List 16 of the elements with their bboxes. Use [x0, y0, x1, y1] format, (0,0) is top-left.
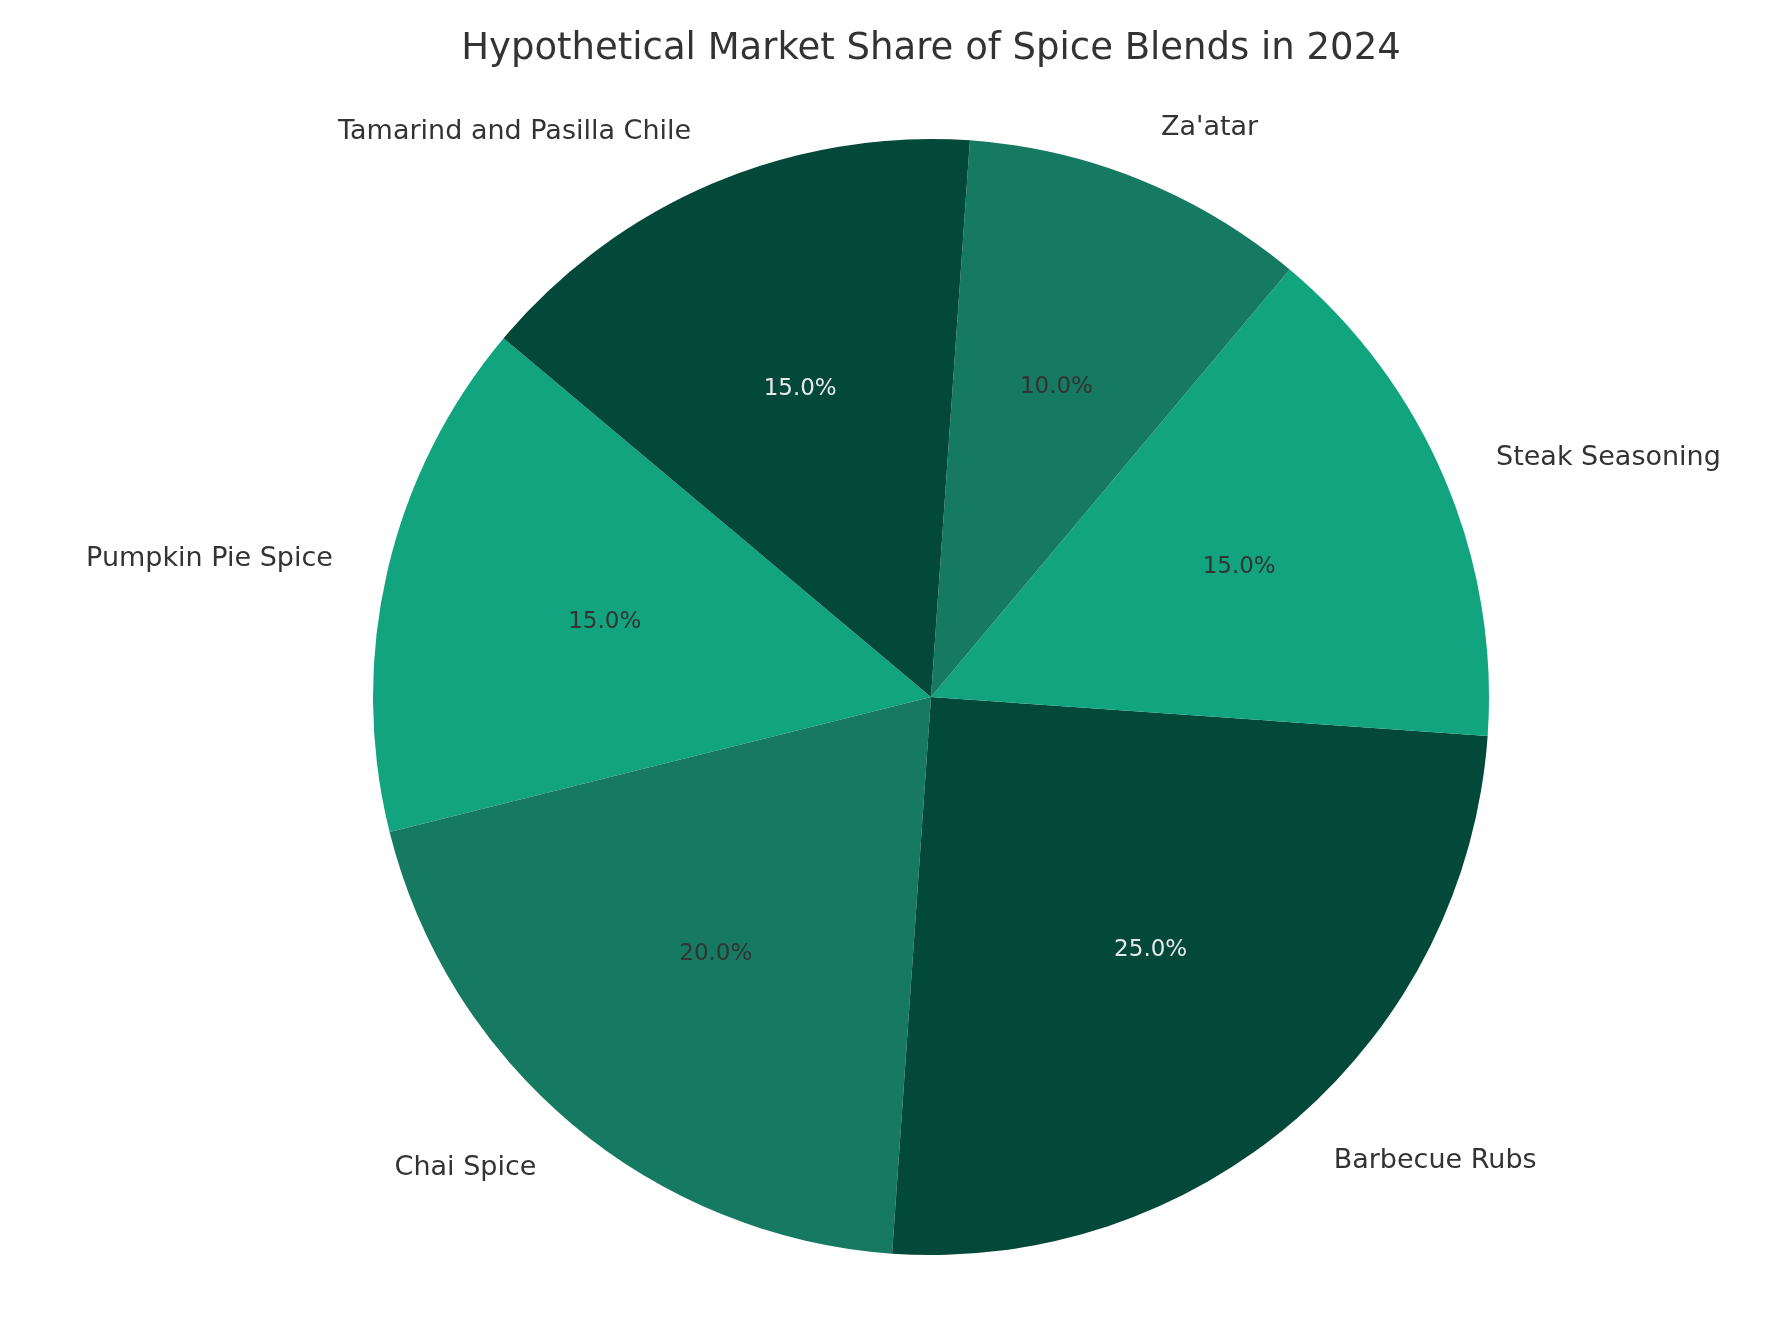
- data-label: 15.0%: [568, 607, 642, 634]
- pie-slice: [389, 697, 931, 1254]
- chart-title: Hypothetical Market Share of Spice Blends in 2024: [461, 24, 1401, 68]
- slice-label: Steak Seasoning: [1496, 439, 1721, 471]
- pie-slice: [931, 140, 1290, 697]
- data-label: 20.0%: [679, 938, 753, 965]
- slice-label: Barbecue Rubs: [1333, 1142, 1537, 1174]
- slice-label: Pumpkin Pie Spice: [86, 541, 333, 573]
- data-label: 25.0%: [1114, 935, 1188, 962]
- slice-label: Tamarind and Pasilla Chile: [337, 114, 692, 146]
- slice-label: Za'atar: [1160, 110, 1260, 142]
- data-label: 15.0%: [1202, 551, 1276, 578]
- data-label: 10.0%: [1019, 372, 1093, 399]
- pie-slice: [503, 139, 970, 697]
- data-label: 15.0%: [763, 374, 837, 401]
- slice-label: Chai Spice: [394, 1149, 537, 1181]
